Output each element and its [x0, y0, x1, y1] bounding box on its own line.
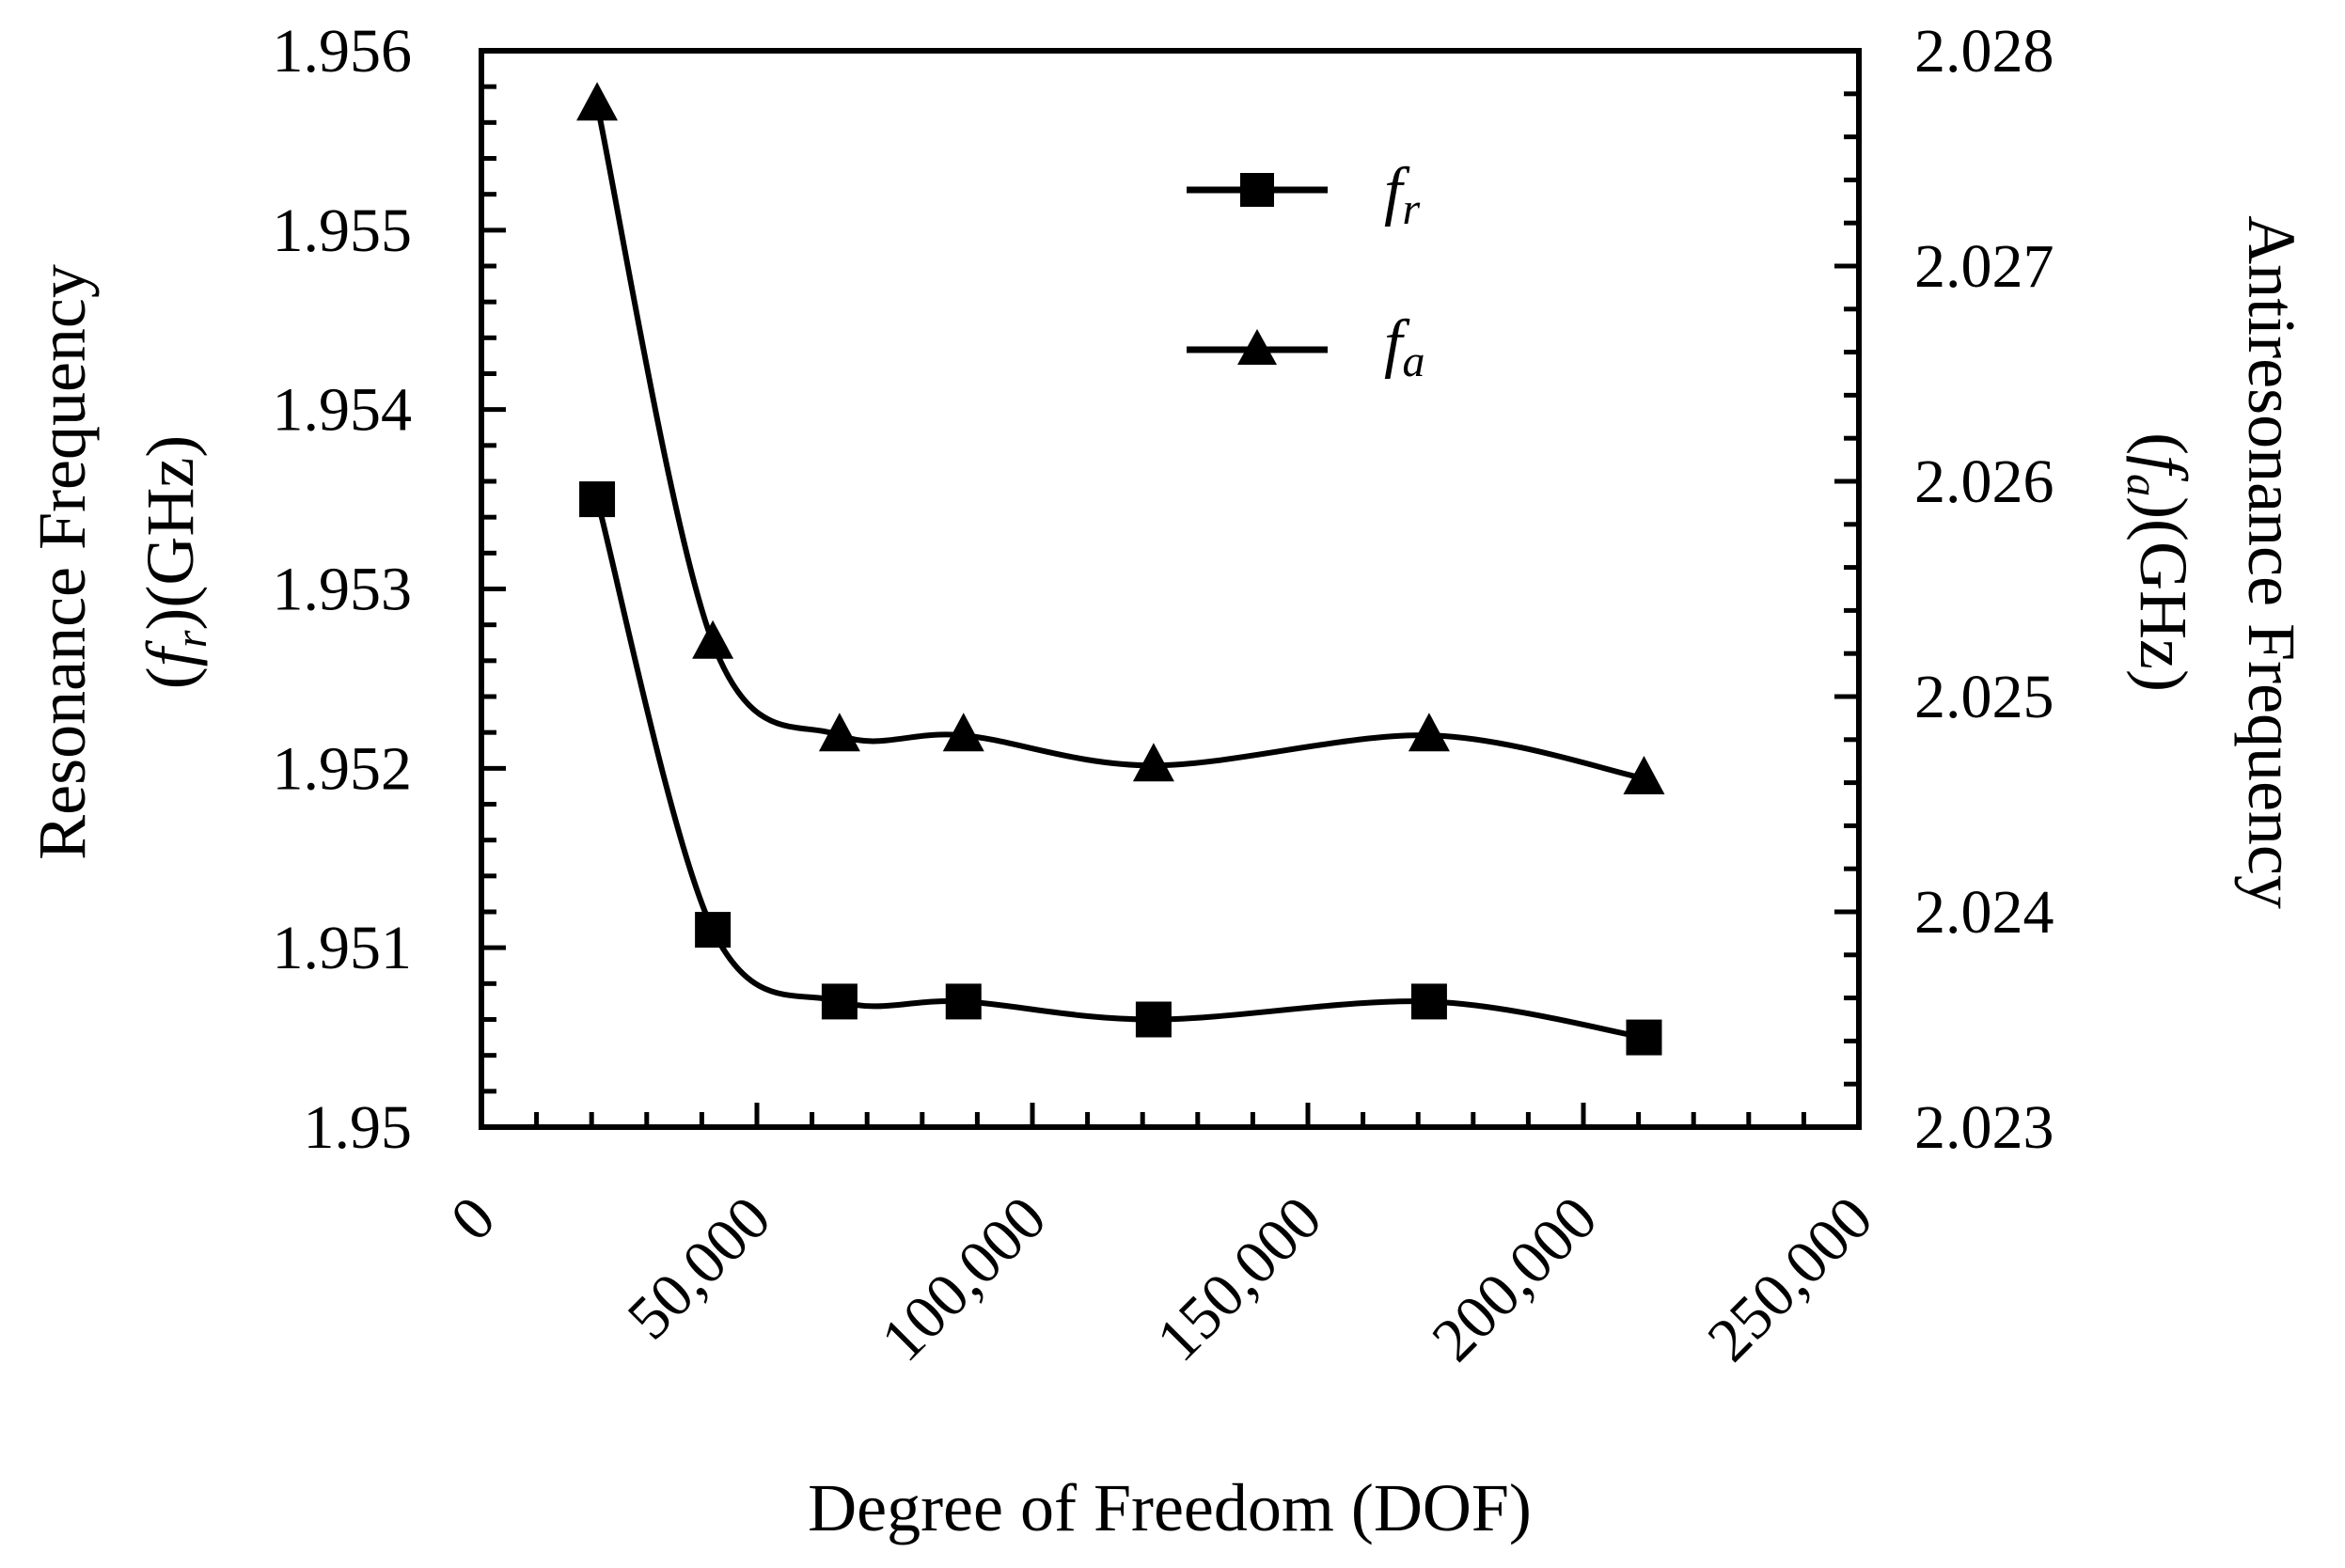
y-left-tick-label: 1.953: [273, 556, 413, 624]
x-tick-label: 50,000: [615, 1184, 784, 1353]
data-point-fr: [1626, 1019, 1662, 1056]
x-tick-label: 100,000: [868, 1184, 1059, 1374]
y-right-tick-label: 2.023: [1914, 1093, 2054, 1162]
y-left-tick-label: 1.954: [273, 376, 413, 445]
y-right-tick-label: 2.027: [1914, 232, 2054, 301]
x-axis-title: Degree of Freedom (DOF): [808, 1470, 1532, 1545]
data-point-fr: [579, 481, 616, 518]
y-left-tick-label: 1.951: [273, 914, 413, 982]
legend-label-fr: fr: [1384, 155, 1420, 234]
right-axis-title: Antiresonance Frequency (fa)(GHz): [2117, 215, 2309, 909]
data-point-fa: [576, 82, 619, 121]
axis-ticks: [479, 48, 1862, 1130]
y-right-tick-label: 2.024: [1914, 878, 2054, 947]
data-point-fa: [1132, 743, 1174, 782]
x-tick-label: 250,000: [1694, 1184, 1885, 1374]
legend-marker-square: [1240, 173, 1274, 207]
series-curves: [594, 103, 1645, 1041]
data-point-fa: [1623, 756, 1665, 795]
x-tick-label: 200,000: [1419, 1184, 1610, 1374]
x-tick-label: 150,000: [1143, 1184, 1334, 1374]
left-axis-title: Resonance Frequency (fr)(GHz): [24, 264, 216, 860]
legend-label-fa: fa: [1384, 307, 1424, 386]
data-point-fa: [1408, 713, 1450, 752]
right-axis-title-line2: (fa)(GHz): [2117, 432, 2201, 692]
right-axis-title-line1: Antiresonance Frequency: [2234, 215, 2309, 909]
tick-labels: 0 50,000 100,000 150,000 200,000 250,0001.951…: [273, 17, 2054, 1374]
data-point-fa: [942, 713, 984, 752]
y-right-tick-label: 2.025: [1914, 663, 2054, 731]
series-markers: [576, 82, 1665, 1056]
y-right-tick-label: 2.026: [1914, 447, 2054, 516]
y-left-tick-label: 1.952: [273, 734, 413, 803]
data-point-fa: [818, 713, 860, 752]
series-line-fr: [594, 498, 1645, 1041]
y-left-tick-label: 1.95: [304, 1093, 413, 1162]
left-axis-title-line1: Resonance Frequency: [24, 264, 100, 860]
data-point-fr: [1135, 1001, 1172, 1038]
legend: fr fa: [1187, 155, 1424, 386]
data-point-fr: [695, 912, 732, 949]
y-left-tick-label: 1.956: [273, 17, 413, 86]
data-point-fa: [692, 619, 734, 659]
series-line-fa: [594, 103, 1645, 781]
y-right-tick-label: 2.028: [1914, 17, 2054, 86]
plot-area: [479, 48, 1862, 1130]
data-point-fr: [1410, 983, 1447, 1020]
data-point-fr: [945, 983, 982, 1020]
legend-marker-triangle: [1237, 329, 1277, 365]
x-tick-label: 0: [438, 1184, 509, 1254]
left-axis-title-line2: (fr)(GHz): [133, 435, 216, 690]
y-left-tick-label: 1.955: [273, 196, 413, 265]
data-point-fr: [821, 983, 858, 1020]
